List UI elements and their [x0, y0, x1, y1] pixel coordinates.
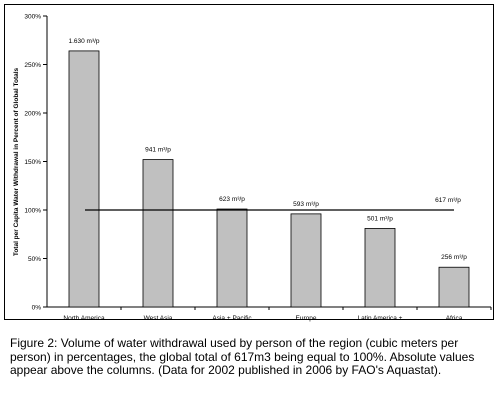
chart-figure: Total per Capita Water Withdrawal in Per… [4, 4, 494, 322]
data-label: 941 m³/p [145, 147, 171, 154]
x-tick-label: North America [63, 315, 105, 322]
x-tick-label: Asia + Pacific [212, 315, 252, 322]
y-tick-label: 0% [32, 305, 42, 312]
chart-frame [4, 4, 494, 320]
y-tick-label: 300% [24, 14, 41, 21]
y-tick-label: 250% [24, 62, 41, 69]
bar-chart: Total per Capita Water Withdrawal in Per… [13, 14, 492, 322]
bar [290, 213, 322, 308]
bar [142, 159, 174, 308]
reference-line-label: 617 m³/p [435, 197, 461, 204]
data-label: 501 m³/p [367, 215, 393, 222]
data-label: 593 m³/p [293, 201, 319, 208]
x-tick-label: Africa [446, 315, 463, 322]
bar [364, 228, 396, 308]
data-label: 623 m³/p [219, 196, 245, 203]
y-axis-label: Total per Capita Water Withdrawal in Per… [13, 67, 20, 256]
bar [438, 266, 470, 308]
figure-caption: Figure 2: Volume of water withdrawal use… [10, 336, 475, 377]
x-tick-label: Latin America + [358, 315, 403, 322]
y-tick-label: 150% [24, 159, 41, 166]
data-label: 1.630 m³/p [68, 38, 99, 45]
y-tick-label: 200% [24, 111, 41, 118]
bar [216, 208, 248, 308]
y-tick-label: 50% [28, 256, 41, 263]
x-tick-label: Europe [296, 315, 317, 322]
data-label: 256 m³/p [441, 254, 467, 261]
y-tick-label: 100% [24, 208, 41, 215]
x-tick-label: West Asia [144, 315, 173, 322]
bar [68, 50, 100, 308]
